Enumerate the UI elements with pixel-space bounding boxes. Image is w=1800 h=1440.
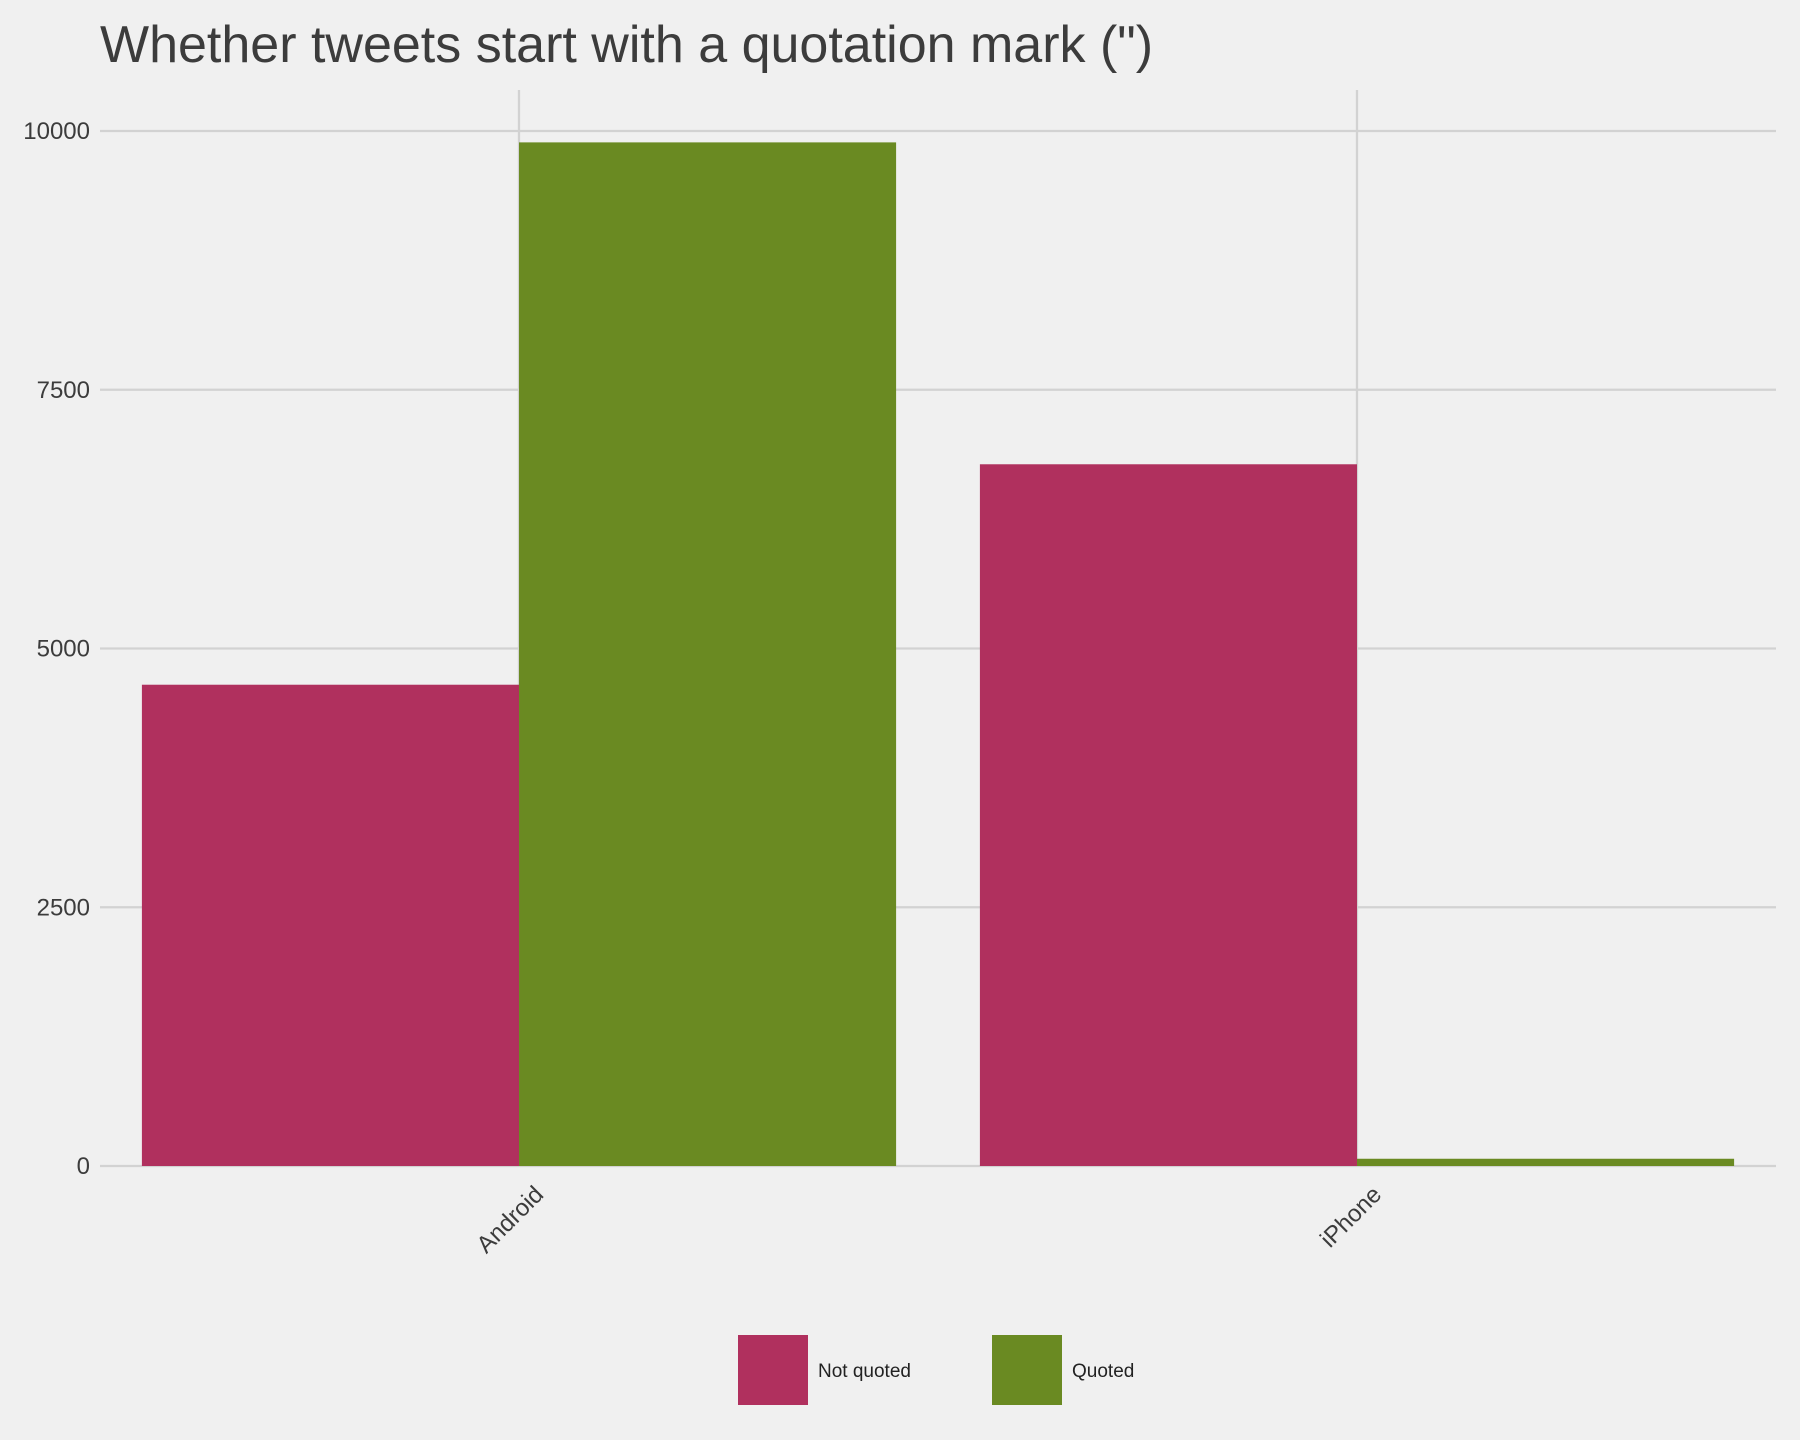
legend-label: Not quoted bbox=[818, 1361, 911, 1382]
y-tick-label: 7500 bbox=[37, 377, 90, 404]
legend-key-not-quoted bbox=[738, 1335, 808, 1405]
y-tick-label: 2500 bbox=[37, 894, 90, 921]
legend: Not quoted Quoted bbox=[738, 1335, 1134, 1405]
bar-iphone-quoted bbox=[1357, 1158, 1735, 1166]
bar-iphone-not-quoted bbox=[979, 464, 1357, 1166]
y-tick-label: 5000 bbox=[37, 636, 90, 663]
chart-title: Whether tweets start with a quotation ma… bbox=[100, 16, 1153, 74]
x-tick-label: Android bbox=[472, 1181, 550, 1259]
legend-key-quoted bbox=[992, 1335, 1062, 1405]
y-tick-label: 0 bbox=[77, 1153, 90, 1180]
bars-layer bbox=[141, 142, 1735, 1166]
bar-android-not-quoted bbox=[141, 684, 519, 1166]
bar-android-quoted bbox=[519, 142, 897, 1166]
x-tick-label: iPhone bbox=[1315, 1181, 1387, 1253]
y-tick-label: 10000 bbox=[23, 118, 90, 145]
legend-label: Quoted bbox=[1072, 1361, 1134, 1382]
